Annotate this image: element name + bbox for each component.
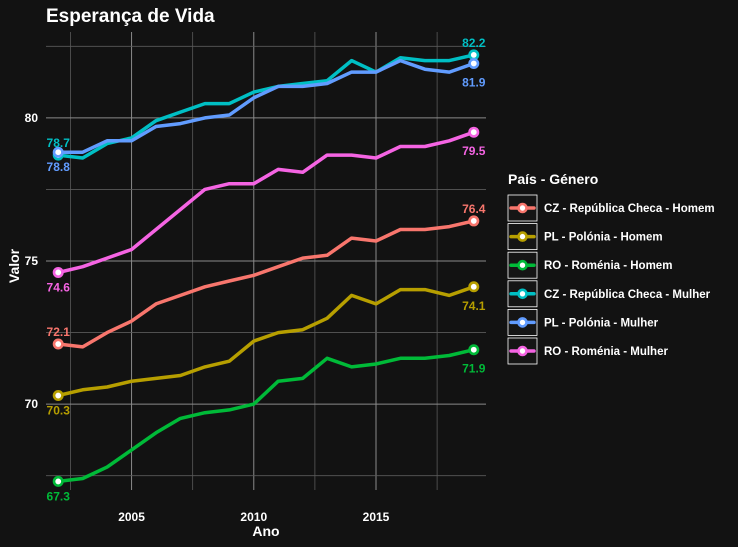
y-axis-title: Valor bbox=[6, 248, 22, 283]
data-labels-layer: 72.1 76.4 70.3 74.1 67.3 71.9 78.7 82.2 78.8 81.9… bbox=[47, 36, 486, 504]
series-line bbox=[56, 53, 476, 160]
endpoint-marker bbox=[468, 57, 480, 69]
chart-title: Esperança de Vida bbox=[46, 6, 215, 27]
legend-label: RO - Roménia - Mulher bbox=[544, 346, 668, 358]
data-label-last: 71.9 bbox=[462, 362, 486, 376]
series-line bbox=[56, 130, 476, 275]
data-label-first: 78.8 bbox=[47, 160, 71, 174]
endpoint-marker bbox=[468, 49, 480, 61]
series-line bbox=[56, 285, 476, 398]
legend: País - Género CZ - República Checa - Hom… bbox=[507, 171, 715, 365]
endpoint-marker bbox=[468, 215, 480, 227]
legend-key-marker bbox=[517, 288, 528, 300]
endpoint-marker bbox=[468, 344, 480, 356]
x-tick-label: 2005 bbox=[118, 510, 145, 524]
endpoint-marker bbox=[52, 390, 64, 402]
legend-label: CZ - República Checa - Homem bbox=[544, 203, 715, 215]
data-label-first: 67.3 bbox=[47, 489, 71, 503]
y-tick-label: 75 bbox=[25, 254, 39, 268]
endpoint-marker bbox=[52, 146, 64, 158]
legend-key-marker bbox=[517, 231, 528, 242]
data-label-first: 70.3 bbox=[47, 404, 71, 418]
series-line bbox=[56, 58, 476, 154]
data-label-first: 74.6 bbox=[47, 280, 71, 294]
x-axis-title: Ano bbox=[252, 523, 279, 539]
data-label-last: 74.1 bbox=[462, 299, 486, 313]
endpoint-marker bbox=[52, 338, 64, 350]
series-layer bbox=[56, 53, 476, 484]
y-tick-label: 70 bbox=[25, 397, 39, 411]
legend-title: País - Género bbox=[508, 171, 598, 187]
data-label-last: 81.9 bbox=[462, 75, 486, 89]
legend-item: RO - Roménia - Homem bbox=[507, 251, 672, 279]
legend-label: RO - Roménia - Homem bbox=[544, 260, 672, 272]
endpoint-marker bbox=[52, 266, 64, 278]
legend-item: CZ - República Checa - Mulher bbox=[507, 280, 711, 308]
legend-key-marker bbox=[517, 345, 528, 357]
legend-label: PL - Polónia - Mulher bbox=[544, 317, 659, 329]
legend-item: PL - Polónia - Homem bbox=[507, 223, 663, 251]
legend-key-marker bbox=[517, 259, 528, 271]
legend-item: RO - Roménia - Mulher bbox=[507, 337, 668, 365]
data-label-last: 82.2 bbox=[462, 36, 486, 50]
x-tick-label: 2010 bbox=[240, 510, 267, 524]
data-label-first: 72.1 bbox=[47, 325, 71, 339]
data-label-first: 78.7 bbox=[47, 136, 71, 150]
data-label-last: 76.4 bbox=[462, 202, 486, 216]
legend-label: CZ - República Checa - Mulher bbox=[544, 289, 711, 301]
series-line bbox=[56, 347, 476, 484]
legend-items: CZ - República Checa - Homem PL - Polónia… bbox=[507, 194, 715, 365]
endpoint-marker bbox=[52, 475, 64, 487]
points-layer bbox=[52, 49, 480, 487]
legend-item: CZ - República Checa - Homem bbox=[507, 194, 715, 222]
legend-item: PL - Polónia - Mulher bbox=[507, 308, 659, 336]
series-line bbox=[56, 219, 476, 349]
legend-key-marker bbox=[517, 202, 528, 214]
legend-label: PL - Polónia - Homem bbox=[544, 232, 663, 244]
grid-lines bbox=[46, 32, 486, 490]
tick-labels-layer: 2005 2010 2015 70 75 80 bbox=[25, 111, 390, 524]
legend-key-marker bbox=[517, 317, 528, 328]
endpoint-marker bbox=[468, 281, 480, 293]
data-label-last: 79.5 bbox=[462, 144, 486, 158]
y-tick-label: 80 bbox=[25, 111, 39, 125]
x-tick-label: 2015 bbox=[363, 510, 390, 524]
endpoint-marker bbox=[468, 126, 480, 138]
